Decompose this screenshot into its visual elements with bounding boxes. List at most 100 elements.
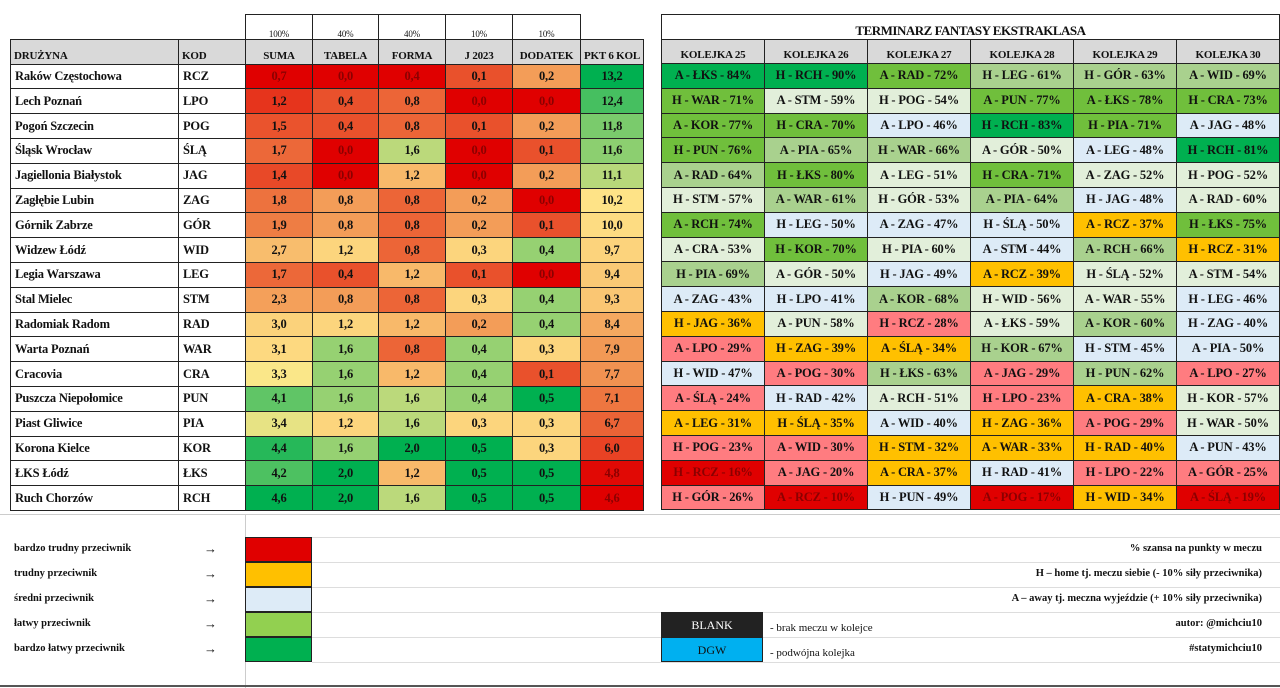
stat-cell: 1,7 <box>245 261 313 288</box>
team-row: Radomiak Radom RAD 3,0 1,2 1,2 0,2 0,4 8,4 <box>10 311 644 338</box>
fixture-cell: H - RCH - 83% <box>970 112 1074 139</box>
stat-cell: 0,5 <box>445 460 513 487</box>
stat-cell: 0,4 <box>512 311 581 338</box>
fixture-cell: A - POG - 17% <box>970 484 1074 511</box>
team-row: Warta Poznań WAR 3,1 1,6 0,8 0,4 0,3 7,9 <box>10 336 644 363</box>
column-header[interactable]: FORMA <box>378 38 446 65</box>
stat-cell: 0,0 <box>512 187 581 214</box>
fixture-row: H - GÓR - 26% A - RCZ - 10% H - PUN - 49% A… <box>661 484 1280 511</box>
column-header[interactable]: J 2023 <box>445 38 513 65</box>
arrow-right-icon: → <box>204 616 217 631</box>
team-name: Lech Poznań <box>10 88 179 115</box>
stat-cell: 1,8 <box>245 187 313 214</box>
round-header[interactable]: KOLEJKA 25 <box>661 39 765 64</box>
team-row: Legia Warszawa LEG 1,7 0,4 1,2 0,1 0,0 9,4 <box>10 261 644 288</box>
fixture-cell: H - PIA - 69% <box>661 261 765 288</box>
fixture-cell: H - LEG - 61% <box>970 63 1074 89</box>
fixture-cell: H - CRA - 71% <box>970 162 1074 188</box>
fixture-cell: H - JAG - 36% <box>661 310 765 337</box>
fixture-row: A - LEG - 31% H - ŚLĄ - 35% A - WID - 40% H… <box>661 410 1280 436</box>
stat-cell: 1,5 <box>245 113 313 139</box>
column-header[interactable]: TABELA <box>312 38 379 65</box>
fixtures-title: TERMINARZ FANTASY EKSTRAKLASA <box>661 14 1280 40</box>
weight-tabela: 40% <box>312 14 379 40</box>
fixture-row: A - RAD - 64% H - ŁKS - 80% A - LEG - 51% H… <box>661 162 1280 188</box>
column-header[interactable]: DODATEK <box>512 38 581 65</box>
legend-note: A – away tj. meczna wyjeździe (+ 10% sił… <box>1011 593 1262 604</box>
column-header[interactable]: KOD <box>178 38 246 65</box>
legend-label: średni przeciwnik <box>14 593 95 604</box>
round-header[interactable]: KOLEJKA 30 <box>1176 39 1280 64</box>
stat-cell: 4,8 <box>580 460 644 487</box>
weight-dodatek: 10% <box>512 14 581 40</box>
stat-cell: 1,6 <box>312 385 379 412</box>
legend-swatch <box>245 587 312 612</box>
fixture-cell: A - JAG - 20% <box>764 459 868 486</box>
round-header[interactable]: KOLEJKA 26 <box>764 39 868 64</box>
column-header[interactable]: SUMA <box>245 38 313 65</box>
arrow-right-icon: → <box>204 641 217 656</box>
stat-cell: 1,2 <box>378 311 446 338</box>
legend-note: #statymichciu10 <box>1189 643 1262 654</box>
fixture-cell: A - LPO - 27% <box>1176 360 1280 387</box>
fixture-cell: H - STM - 45% <box>1073 335 1177 362</box>
fixture-cell: H - PIA - 71% <box>1073 112 1177 139</box>
fixture-cell: H - WID - 56% <box>970 286 1074 312</box>
blank-badge: BLANK <box>661 612 763 637</box>
fixture-cell: H - KOR - 57% <box>1176 385 1280 412</box>
team-code: ZAG <box>178 187 246 214</box>
round-header[interactable]: KOLEJKA 29 <box>1073 39 1177 64</box>
fixture-cell: A - ZAG - 52% <box>1073 162 1177 188</box>
stat-cell: 0,3 <box>445 286 513 313</box>
team-row: Zagłębie Lubin ZAG 1,8 0,8 0,8 0,2 0,0 10,2 <box>10 187 644 214</box>
legend-label: trudny przeciwnik <box>14 568 98 579</box>
fixture-cell: A - PIA - 64% <box>970 186 1074 213</box>
fixture-row: A - LPO - 29% H - ZAG - 39% A - ŚLĄ - 34% H… <box>661 335 1280 362</box>
column-header[interactable]: DRUŻYNA <box>10 38 179 65</box>
stat-cell: 12,4 <box>580 88 644 115</box>
fixture-cell: A - KOR - 60% <box>1073 310 1177 337</box>
stat-cell: 4,4 <box>245 435 313 462</box>
legend-label: bardzo trudny przeciwnik <box>14 543 132 554</box>
fixture-cell: H - ZAG - 39% <box>764 335 868 362</box>
fixture-cell: A - RCZ - 37% <box>1073 211 1177 238</box>
stat-cell: 1,6 <box>312 361 379 387</box>
column-header[interactable]: PKT 6 KOL <box>580 38 644 65</box>
round-header[interactable]: KOLEJKA 28 <box>970 39 1074 64</box>
blank-note: - brak meczu w kolejce <box>770 622 873 634</box>
team-row: Pogoń Szczecin POG 1,5 0,4 0,8 0,1 0,2 11,8 <box>10 113 644 139</box>
stat-cell: 0,2 <box>512 162 581 189</box>
stat-cell: 1,6 <box>378 485 446 511</box>
team-code: WID <box>178 237 246 263</box>
stat-cell: 0,1 <box>445 261 513 288</box>
fixture-cell: A - RAD - 64% <box>661 162 765 188</box>
fixture-cell: H - RCZ - 16% <box>661 459 765 486</box>
stat-cell: 7,7 <box>580 361 644 387</box>
team-code: POG <box>178 113 246 139</box>
stat-cell: 7,9 <box>580 336 644 363</box>
stat-cell: 1,6 <box>378 137 446 164</box>
fixture-row: H - PIA - 69% A - GÓR - 50% H - JAG - 49% A… <box>661 261 1280 288</box>
fixture-cell: H - ŁKS - 63% <box>867 360 971 387</box>
fixture-cell: H - ZAG - 36% <box>970 410 1074 436</box>
stat-cell: 3,3 <box>245 361 313 387</box>
fixture-cell: H - STM - 57% <box>661 186 765 213</box>
fixture-cell: A - ŚLĄ - 24% <box>661 385 765 412</box>
stat-cell: 0,3 <box>512 410 581 437</box>
stat-cell: 0,2 <box>512 63 581 90</box>
stat-cell: 0,8 <box>312 187 379 214</box>
stat-cell: 0,0 <box>312 137 379 164</box>
fixture-row: H - PUN - 76% A - PIA - 65% H - WAR - 66% A… <box>661 137 1280 164</box>
team-row: ŁKS Łódź ŁKS 4,2 2,0 1,2 0,5 0,5 4,8 <box>10 460 644 487</box>
stat-cell: 0,0 <box>512 88 581 115</box>
fixture-row: H - JAG - 36% A - PUN - 58% H - RCZ - 28% A… <box>661 310 1280 337</box>
team-row: Raków Częstochowa RCZ 0,7 0,0 0,4 0,1 0,2 13,2 <box>10 63 644 90</box>
stat-cell: 0,4 <box>312 261 379 288</box>
round-header[interactable]: KOLEJKA 27 <box>867 39 971 64</box>
stat-cell: 6,7 <box>580 410 644 437</box>
fixture-cell: H - RAD - 41% <box>970 459 1074 486</box>
stat-cell: 2,3 <box>245 286 313 313</box>
fixture-cell: H - RAD - 42% <box>764 385 868 412</box>
fixture-row: A - ZAG - 43% H - LPO - 41% A - KOR - 68% H… <box>661 286 1280 312</box>
fixture-cell: A - WAR - 33% <box>970 434 1074 461</box>
